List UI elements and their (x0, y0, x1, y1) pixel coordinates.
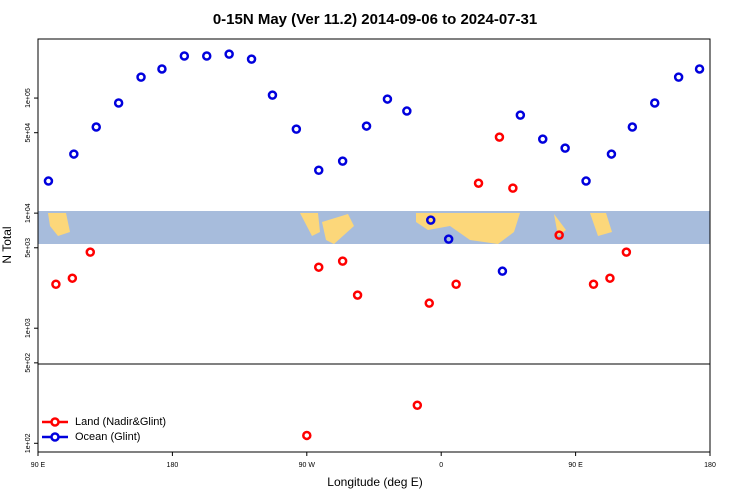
data-point (302, 430, 312, 441)
y-tick-label: 1e+05 (25, 88, 32, 108)
plot-area: 90 E 180 90 W 0 90 E 180 1e+02 5e+02 1e+03 5e+03 1… (25, 49, 716, 469)
data-point (673, 72, 684, 82)
data-point (51, 279, 61, 289)
data-point (425, 215, 436, 225)
data-point (424, 298, 435, 308)
legend-label: Land (Nadir&Glint) (75, 416, 166, 428)
x-tick-label: 0 (439, 462, 443, 469)
data-point (361, 121, 372, 131)
data-point (451, 279, 461, 289)
data-point (69, 149, 79, 159)
data-point (497, 266, 508, 276)
x-tick-label: 90 W (299, 462, 316, 469)
data-point (649, 98, 660, 108)
x-tick-label: 180 (167, 462, 179, 469)
data-point (267, 90, 278, 100)
data-point (313, 165, 324, 175)
legend-label: Ocean (Glint) (75, 431, 140, 443)
x-tick-label: 180 (704, 462, 716, 469)
data-point (443, 234, 454, 244)
data-point (246, 54, 257, 64)
data-point (515, 110, 526, 120)
legend-marker (50, 417, 60, 427)
data-point (494, 132, 505, 142)
data-point (605, 273, 615, 283)
plot-frame (37, 38, 711, 453)
x-tick-label: 90 E (31, 462, 46, 469)
y-tick-label: 5e+04 (25, 123, 32, 143)
y-tick-label: 1e+03 (25, 318, 32, 338)
data-point (179, 51, 190, 61)
data-point (85, 247, 96, 257)
data-point (588, 279, 599, 289)
data-point (224, 49, 234, 59)
x-axis-label: Longitude (deg E) (327, 475, 422, 489)
data-point (337, 256, 348, 266)
chart-title: 0-15N May (Ver 11.2) 2014-09-06 to 2024-… (213, 11, 537, 28)
data-point (91, 122, 101, 132)
data-point (473, 178, 484, 188)
data-point (337, 156, 348, 166)
data-point (621, 247, 632, 257)
data-point (291, 124, 302, 134)
data-point (412, 400, 423, 411)
map-band (38, 211, 710, 244)
data-point (627, 122, 638, 132)
data-point (554, 230, 564, 240)
data-point (606, 149, 617, 159)
y-tick-label: 1e+02 (25, 433, 32, 453)
data-point (136, 72, 146, 82)
data-point (67, 273, 78, 283)
data-point (201, 51, 212, 61)
data-point (560, 143, 570, 153)
data-point (402, 106, 412, 116)
y-axis-label: N Total (0, 226, 14, 263)
data-point (537, 134, 548, 144)
data-point (581, 176, 591, 186)
data-point (352, 290, 363, 300)
y-tick-label: 1e+04 (25, 203, 32, 223)
data-point (508, 183, 518, 193)
data-point (113, 98, 124, 108)
legend-marker (50, 432, 60, 442)
data-point (157, 64, 167, 74)
data-point (694, 64, 705, 74)
y-tick-label: 5e+02 (25, 353, 32, 373)
data-point (382, 94, 393, 104)
y-tick-label: 5e+03 (25, 238, 32, 258)
x-tick-label: 90 E (568, 462, 583, 469)
data-point (313, 262, 324, 272)
data-point (43, 176, 54, 186)
